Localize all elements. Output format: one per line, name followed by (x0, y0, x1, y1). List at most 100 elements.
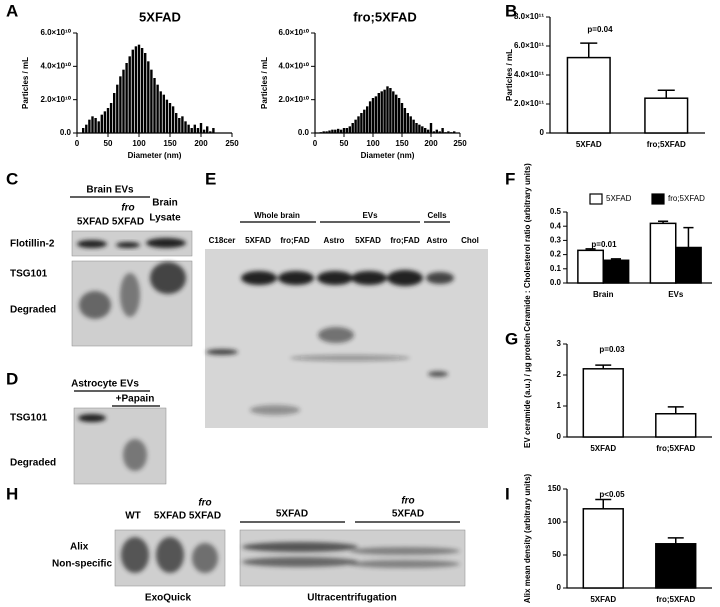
error-bar (580, 42, 598, 58)
x-tick-label: 0 (75, 139, 80, 148)
bar (655, 543, 697, 589)
bar (122, 69, 125, 133)
bar (602, 259, 630, 284)
bar (374, 96, 378, 133)
bar (363, 109, 366, 133)
bar (339, 129, 343, 133)
x-tick-label: 250 (225, 139, 239, 148)
y-tick-label: 0.0 (550, 278, 562, 287)
y-tick-label: 0.0 (60, 128, 72, 137)
band (146, 238, 186, 248)
bar (655, 413, 697, 438)
bar (106, 108, 110, 133)
annotation: p=0.03 (599, 345, 625, 354)
bar (196, 128, 200, 133)
bar (421, 126, 424, 133)
bar (131, 49, 134, 133)
y-tick-label: 1 (557, 401, 562, 410)
bar (351, 123, 354, 133)
blot-group: Brain EVs (86, 185, 134, 196)
y-tick-label: 0.3 (550, 236, 562, 245)
y-tick-label: 4.0×10¹⁰ (278, 61, 309, 70)
lane-label: Chol (461, 236, 479, 245)
lane-label: fro;FAD (390, 236, 420, 245)
bar (418, 124, 421, 133)
band (250, 405, 300, 415)
blot-group: fro (401, 496, 414, 507)
bar (187, 124, 190, 133)
bar (389, 88, 392, 133)
bar (206, 126, 209, 133)
bar (345, 128, 349, 133)
bar (337, 128, 340, 133)
band (242, 542, 358, 552)
row-label: Alix (70, 542, 89, 553)
y-tick-label: 0.2 (550, 250, 562, 259)
y-axis-label: Alix mean density (arbitrary units) (523, 473, 532, 603)
x-tick-label: 0 (313, 139, 318, 148)
bar (125, 63, 128, 133)
bar (209, 131, 212, 133)
bar (325, 131, 328, 133)
y-axis-label: EV ceramide (a.u.) / µg protein (523, 333, 532, 448)
band (317, 271, 353, 285)
lane-label: 5XFAD (112, 217, 144, 228)
x-axis-label: Diameter (nm) (128, 151, 182, 160)
bar (137, 44, 141, 133)
y-tick-label: 0 (557, 583, 562, 592)
lane-label: Lysate (149, 213, 181, 224)
y-tick-label: 0 (557, 432, 562, 441)
lane-label: WT (125, 511, 141, 522)
legend-label: fro;5XFAD (668, 194, 705, 203)
x-tick-label: 150 (395, 139, 409, 148)
bar (165, 99, 169, 133)
bar (426, 129, 430, 133)
bar (199, 123, 203, 133)
y-axis-label: Particles / mL (21, 57, 30, 109)
bar (649, 222, 677, 284)
panel-label: F (505, 169, 515, 188)
x-tick-label: 250 (453, 139, 467, 148)
y-tick-label: 2.0×10¹⁰ (278, 95, 309, 104)
bar (577, 249, 604, 284)
band (192, 543, 218, 573)
bar (406, 113, 409, 133)
x-tick-label: 50 (340, 139, 349, 148)
error-bar (667, 537, 684, 544)
x-tick-label: 150 (163, 139, 177, 148)
y-tick-label: 0.0 (298, 128, 310, 137)
lane-label: C18cer (209, 236, 236, 245)
bar (85, 124, 88, 133)
lane-label: fro;FAD (280, 236, 310, 245)
blot-group: Astrocyte EVs (71, 379, 139, 390)
bar (371, 98, 375, 133)
annotation: p=0.04 (587, 25, 613, 34)
bar (100, 114, 103, 133)
bar (144, 53, 147, 133)
lane-label: Brain (152, 198, 178, 209)
bar (386, 86, 389, 133)
bar (566, 56, 611, 134)
bar (357, 116, 360, 133)
bar (429, 123, 433, 133)
bar (403, 108, 407, 133)
bar (582, 368, 624, 438)
bar (328, 130, 331, 133)
bar (97, 121, 100, 133)
bar (383, 89, 386, 133)
blot-group: 5XFAD (392, 509, 424, 520)
bar (415, 123, 418, 133)
band (387, 270, 423, 286)
x-tick-label: 50 (104, 139, 113, 148)
annotation: p<0.05 (599, 490, 625, 499)
panel-label: E (205, 169, 216, 188)
band (116, 242, 140, 248)
band (318, 327, 354, 343)
band (206, 349, 238, 355)
blot-group: Cells (427, 211, 447, 220)
band (350, 547, 460, 555)
lane-label: fro (198, 498, 211, 509)
row-label: Non-specific (52, 559, 112, 570)
band (79, 291, 111, 319)
